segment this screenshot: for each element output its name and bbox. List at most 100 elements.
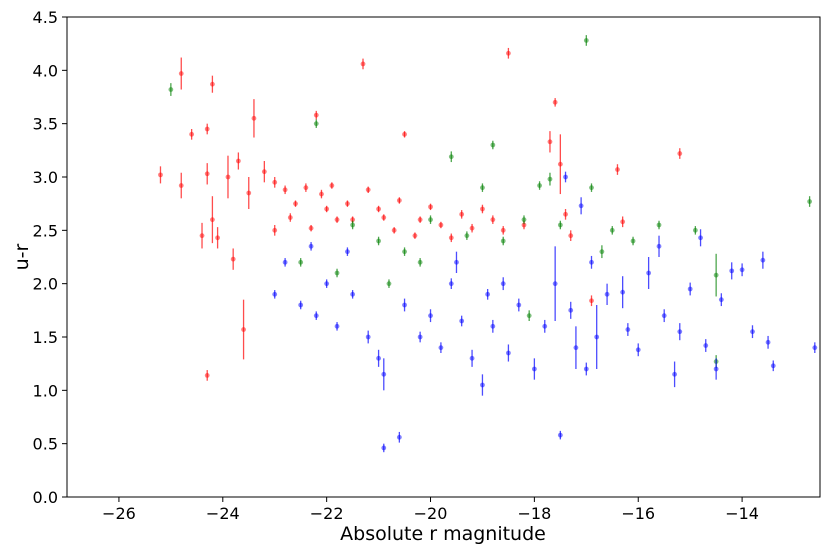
data-point bbox=[568, 307, 574, 313]
data-point bbox=[656, 243, 662, 249]
data-point bbox=[376, 206, 381, 212]
data-point bbox=[469, 355, 475, 361]
data-point bbox=[365, 187, 371, 193]
data-point bbox=[246, 190, 252, 196]
data-point bbox=[428, 204, 433, 210]
data-point bbox=[241, 327, 246, 332]
data-point bbox=[630, 238, 636, 244]
data-point bbox=[563, 174, 568, 180]
data-point bbox=[204, 373, 210, 378]
data-point bbox=[459, 318, 465, 324]
data-point bbox=[620, 219, 626, 225]
y-tick-label: 3.5 bbox=[33, 115, 58, 134]
data-point bbox=[334, 217, 340, 223]
data-point bbox=[365, 334, 371, 340]
data-point bbox=[324, 281, 330, 287]
data-point bbox=[303, 185, 309, 191]
data-point bbox=[396, 198, 402, 203]
data-point bbox=[417, 334, 423, 340]
y-tick-label: 1.5 bbox=[33, 328, 58, 347]
x-tick-label: −14 bbox=[725, 504, 759, 523]
data-point bbox=[313, 112, 319, 118]
data-point bbox=[687, 286, 693, 292]
data-point bbox=[350, 222, 356, 228]
data-point bbox=[178, 183, 184, 188]
data-point bbox=[500, 281, 506, 287]
data-point bbox=[204, 171, 210, 177]
data-point bbox=[542, 323, 548, 329]
data-point bbox=[438, 222, 444, 228]
data-point bbox=[583, 366, 589, 372]
data-point bbox=[604, 291, 610, 297]
x-tick-label: −22 bbox=[310, 504, 344, 523]
data-point bbox=[552, 281, 558, 287]
data-point bbox=[402, 302, 407, 308]
data-point bbox=[199, 233, 205, 239]
data-point bbox=[272, 227, 278, 233]
data-point bbox=[298, 302, 304, 308]
data-point bbox=[402, 249, 407, 255]
data-point bbox=[308, 243, 314, 249]
data-point bbox=[557, 161, 563, 167]
data-point bbox=[391, 227, 397, 233]
data-point bbox=[557, 432, 563, 438]
data-point bbox=[537, 183, 542, 188]
plot-frame bbox=[66, 16, 821, 498]
data-point bbox=[646, 270, 652, 276]
data-point bbox=[376, 238, 381, 244]
x-axis-label: Absolute r magnitude bbox=[340, 523, 546, 545]
data-point bbox=[438, 345, 444, 351]
data-point bbox=[334, 270, 340, 276]
data-point bbox=[713, 272, 719, 278]
data-point bbox=[589, 298, 594, 304]
data-point bbox=[313, 313, 319, 319]
data-point bbox=[287, 215, 293, 220]
data-point bbox=[168, 87, 174, 92]
data-point bbox=[319, 191, 324, 197]
data-point bbox=[500, 238, 506, 244]
data-point bbox=[210, 217, 215, 223]
y-axis-ticks: 0.0 0.5 1.0 1.5 2.0 2.5 3.0 3.5 4.0 4.5 bbox=[33, 8, 67, 507]
data-point bbox=[412, 233, 418, 239]
data-point bbox=[454, 259, 459, 265]
data-point bbox=[620, 289, 626, 295]
data-point bbox=[583, 38, 589, 43]
data-point bbox=[345, 201, 350, 207]
data-point bbox=[500, 227, 506, 233]
data-point bbox=[350, 217, 356, 223]
data-point bbox=[703, 343, 709, 348]
data-point bbox=[402, 131, 407, 137]
data-point bbox=[360, 61, 366, 67]
data-point bbox=[547, 139, 553, 145]
data-point bbox=[521, 222, 527, 228]
data-point bbox=[672, 371, 677, 377]
x-tick-label: −18 bbox=[517, 504, 551, 523]
data-point bbox=[625, 327, 631, 332]
data-point bbox=[698, 235, 703, 241]
data-point bbox=[381, 371, 387, 377]
y-tick-label: 1.0 bbox=[33, 381, 58, 400]
data-point bbox=[469, 225, 475, 231]
data-point bbox=[345, 249, 350, 255]
data-point bbox=[350, 291, 356, 297]
y-tick-label: 3.0 bbox=[33, 168, 58, 187]
y-tick-label: 0.0 bbox=[33, 488, 58, 507]
data-point bbox=[568, 233, 574, 239]
data-point bbox=[448, 154, 454, 160]
data-point bbox=[490, 142, 496, 148]
data-point bbox=[480, 382, 485, 388]
data-point bbox=[448, 281, 454, 287]
data-point bbox=[282, 259, 288, 265]
x-axis-ticks: −26 −24 −22 −20 −18 −16 −14 bbox=[102, 497, 759, 523]
data-point bbox=[293, 201, 298, 207]
data-point bbox=[272, 291, 278, 297]
data-point bbox=[506, 50, 511, 56]
data-point bbox=[552, 99, 558, 105]
data-point bbox=[480, 206, 485, 212]
x-tick-label: −24 bbox=[206, 504, 240, 523]
data-point bbox=[594, 334, 600, 340]
data-point bbox=[225, 174, 231, 180]
data-point bbox=[313, 121, 319, 127]
data-point bbox=[656, 222, 662, 228]
series-0 bbox=[158, 47, 683, 381]
